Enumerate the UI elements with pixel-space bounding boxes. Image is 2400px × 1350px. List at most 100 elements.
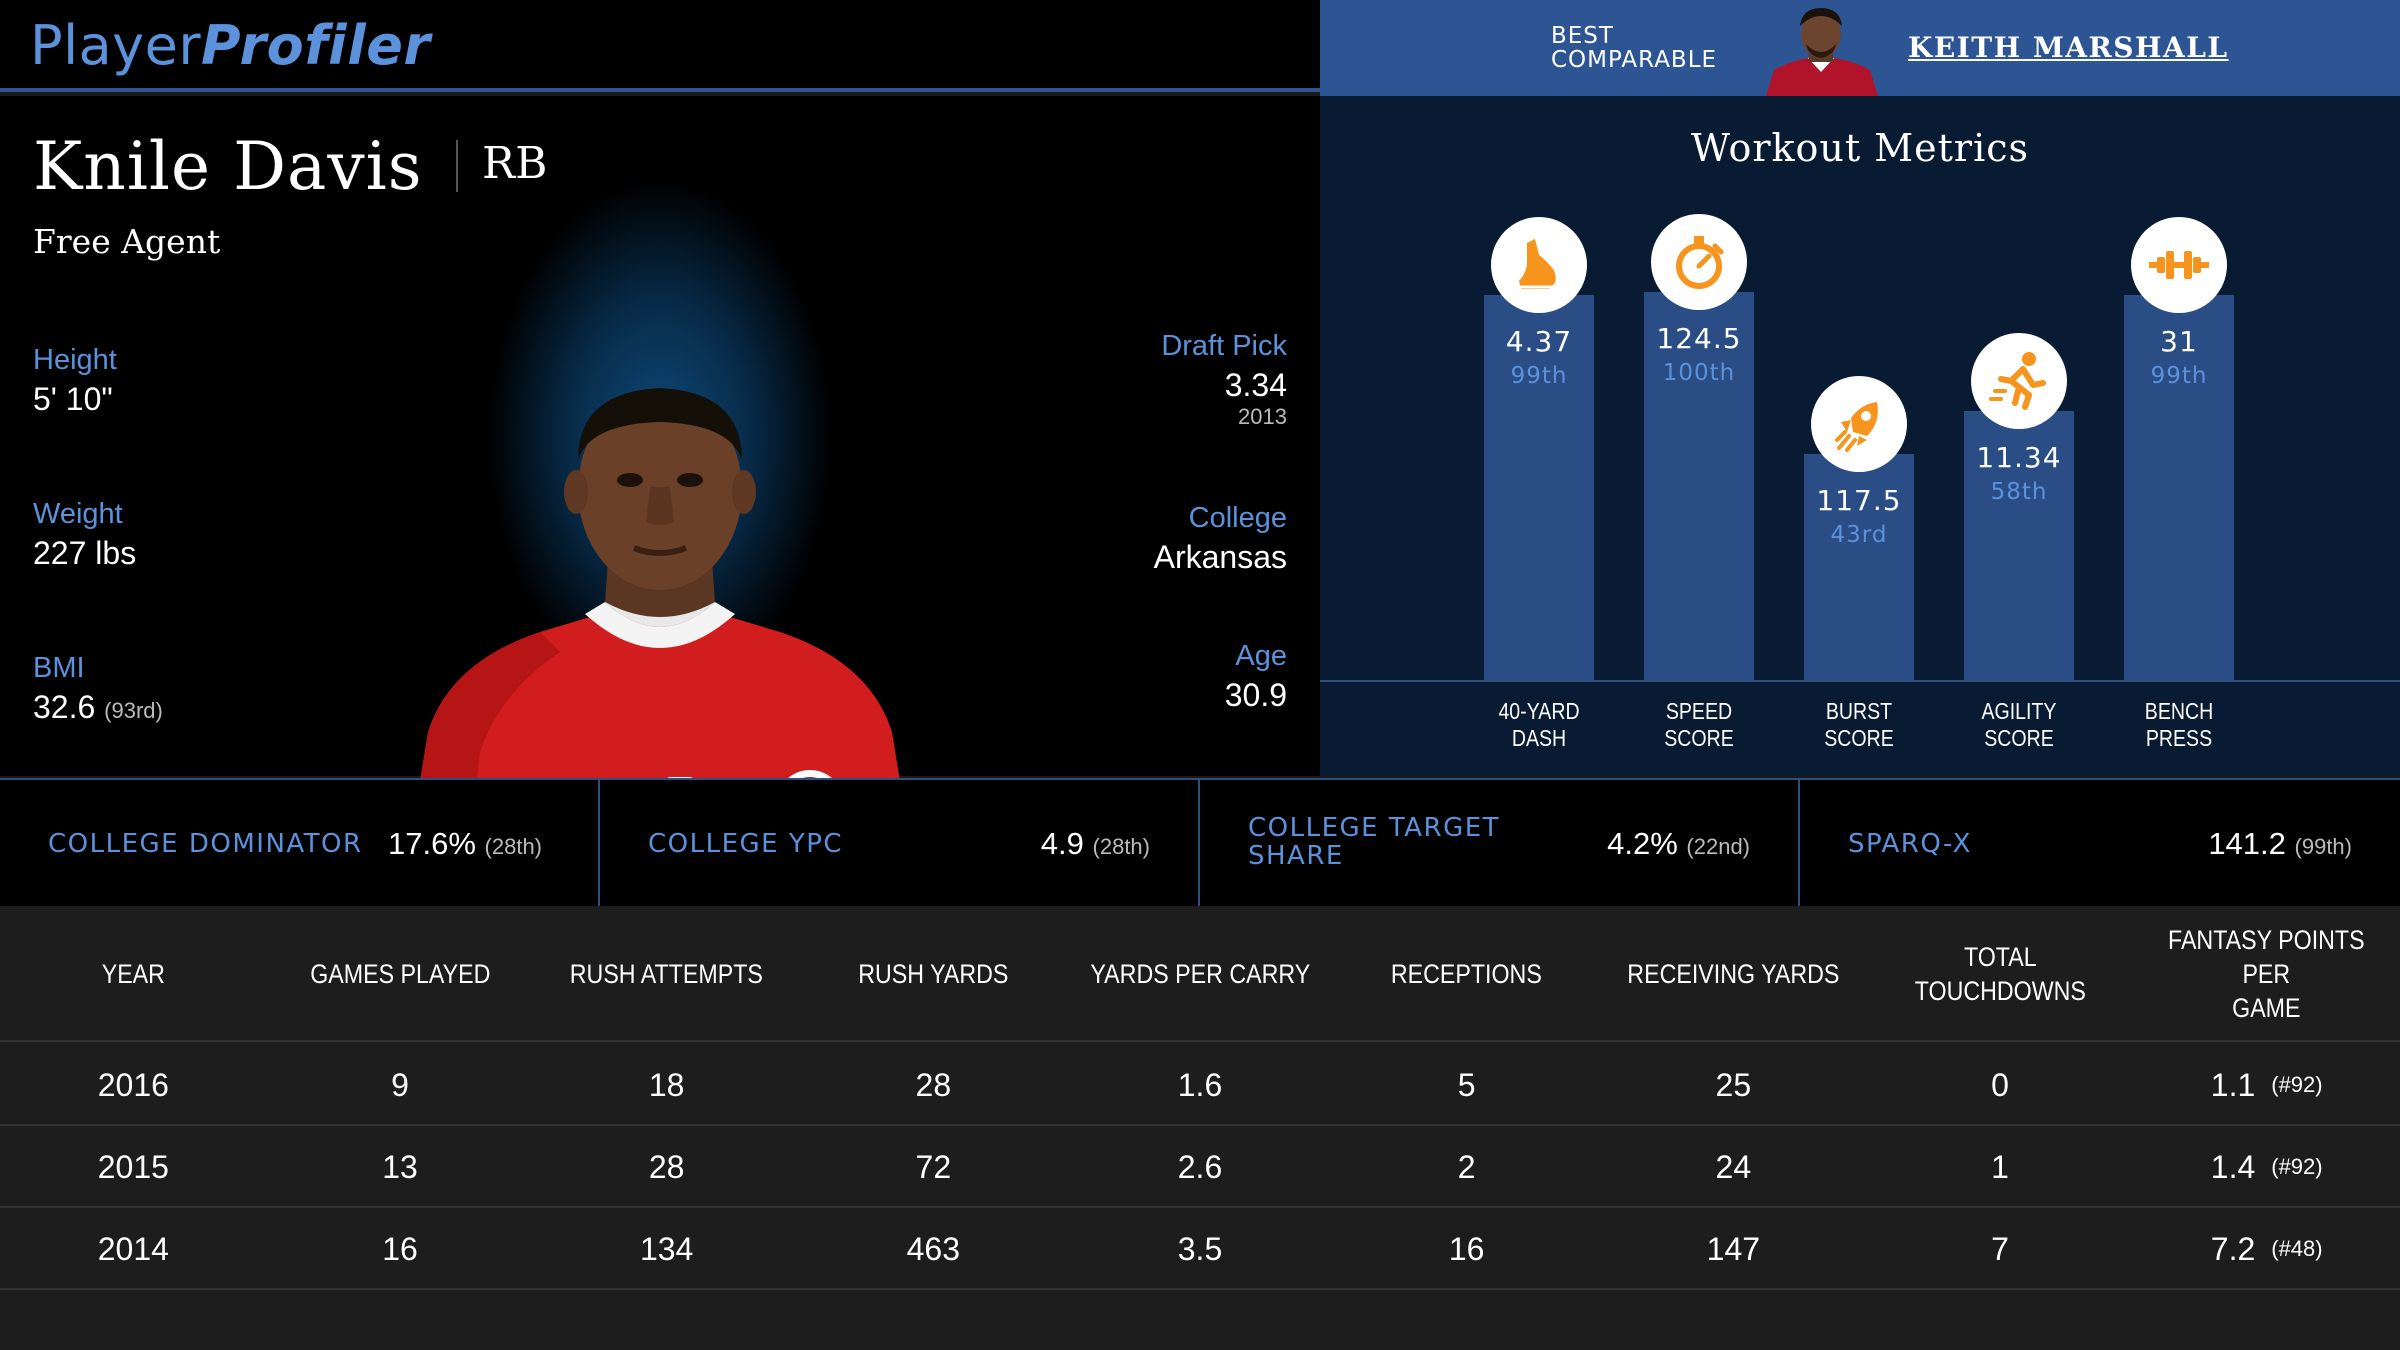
table-header-cell[interactable]: GAMES PLAYED xyxy=(285,906,514,1042)
age-value: 30.9 xyxy=(1224,677,1287,713)
best-comparable-label-line1: BEST xyxy=(1551,23,1614,49)
brand-logo-profiler: Profiler xyxy=(201,14,431,77)
table-cell: 24 xyxy=(1600,1126,1867,1208)
table-cell-value: 2014 xyxy=(97,1230,169,1267)
best-comparable-bar: BEST COMPARABLE KEITH MARSHALL xyxy=(1320,0,2400,96)
table-cell-value: 72 xyxy=(915,1148,952,1185)
table-header-cell[interactable]: RUSH YARDS xyxy=(819,906,1048,1042)
best-comparable-link[interactable]: KEITH MARSHALL xyxy=(1908,31,2229,64)
table-header-cell[interactable]: FANTASY POINTS PER GAME xyxy=(2152,906,2381,1042)
workout-label-line1: BENCH xyxy=(2144,698,2214,724)
table-cell: 1.6 xyxy=(1067,1044,1334,1126)
table-cell: 2.6 xyxy=(1067,1126,1334,1208)
table-cell: 2014 xyxy=(0,1208,267,1290)
brand-logo[interactable]: PlayerProfiler xyxy=(30,14,430,77)
table-cell: 25 xyxy=(1600,1044,1867,1126)
college-stat-label-line1: COLLEGE YPC xyxy=(648,829,844,859)
fantasy-rank: (#92) xyxy=(2271,1154,2323,1179)
fantasy-rank: (#92) xyxy=(2271,1072,2323,1097)
table-cell-value: 1 xyxy=(1991,1148,2009,1185)
college-stat-value-group: 4.2% (22nd) xyxy=(1607,826,1750,862)
college-stat-rank: (28th) xyxy=(484,834,543,859)
table-header-line1: YARDS PER CARRY xyxy=(1090,959,1310,989)
draft-pick-attribute: Draft Pick 3.34 2013 xyxy=(1161,330,1287,430)
college-stat-strip: COLLEGE DOMINATOR 17.6% (28th) COLLEGE YPC… xyxy=(0,778,2400,906)
stopwatch-icon xyxy=(1651,214,1747,310)
table-cell: 5 xyxy=(1333,1044,1600,1126)
table-header-cell[interactable]: YARDS PER CARRY xyxy=(1085,906,1314,1042)
workout-label: AGILITY SCORE xyxy=(1943,698,2096,752)
workout-percentile: 99th xyxy=(2150,363,2208,389)
table-header-row: YEAR GAMES PLAYED RUSH ATTEMPTS RUSH YARDS Y… xyxy=(0,906,2400,1042)
player-photo xyxy=(410,352,910,842)
college-stat-label-line2: SHARE xyxy=(1248,841,1344,871)
table-header-line1: RECEIVING YARDS xyxy=(1627,959,1840,989)
college-stat-value-group: 4.9 (28th) xyxy=(1041,826,1150,862)
table-cell-value: 0 xyxy=(1991,1066,2009,1103)
college-stat-value-group: 17.6% (28th) xyxy=(388,826,542,862)
weight-value: 227 lbs xyxy=(33,535,137,571)
draft-pick-label: Draft Pick xyxy=(1161,330,1287,362)
workout-value: 11.34 xyxy=(1976,441,2062,474)
table-header-cell[interactable]: TOTAL TOUCHDOWNS xyxy=(1885,906,2114,1042)
player-name: Knile Davis xyxy=(33,128,423,205)
table-header-cell[interactable]: RECEIVING YARDS xyxy=(1619,906,1848,1042)
workout-percentile: 100th xyxy=(1662,360,1736,386)
college-stat-rank: (28th) xyxy=(1092,834,1150,859)
runner-icon xyxy=(1971,333,2067,429)
table-header-cell[interactable]: RECEPTIONS xyxy=(1352,906,1581,1042)
brand-logo-player: Player xyxy=(30,14,202,77)
table-cell-value: 7 xyxy=(1991,1230,2009,1267)
college-stat-cell: COLLEGE TARGET SHARE 4.2% (22nd) xyxy=(1200,778,1800,906)
table-cell: 7 xyxy=(1867,1208,2134,1290)
table-header-line1: RECEPTIONS xyxy=(1391,959,1543,989)
table-cell-value: 5 xyxy=(1457,1066,1476,1103)
college-stat-label: COLLEGE YPC xyxy=(648,830,843,858)
comparable-player-photo xyxy=(1762,8,1880,96)
college-stat-value: 17.6% xyxy=(388,826,476,861)
table-cell: 147 xyxy=(1600,1208,1867,1290)
table-header-line1: TOTAL TOUCHDOWNS xyxy=(1914,942,2086,1006)
college-stat-value: 4.9 xyxy=(1040,826,1084,861)
workout-percentile: 99th xyxy=(1510,363,1568,389)
college-value: Arkansas xyxy=(1153,539,1287,575)
weight-label: Weight xyxy=(33,498,123,530)
workout-metrics-panel: Workout Metrics 4.37 99th 40-YARD DASH 124.5… xyxy=(1320,96,2400,776)
player-team: Free Agent xyxy=(33,222,221,261)
table-cell: 2016 xyxy=(0,1044,267,1126)
shoe-icon xyxy=(1491,217,1587,313)
table-row: 2015 13 28 72 2.6 2 24 1 1.4 (#92) xyxy=(0,1126,2400,1208)
table-cell-value: 18 xyxy=(648,1066,685,1103)
workout-label: BENCH PRESS xyxy=(2103,698,2256,752)
table-cell: 2 xyxy=(1333,1126,1600,1208)
workout-bar-1 xyxy=(1484,295,1594,680)
table-cell-value: 25 xyxy=(1715,1066,1752,1103)
workout-label: 40-YARD DASH xyxy=(1463,698,1616,752)
table-header-line1: GAMES PLAYED xyxy=(309,959,491,989)
college-attribute: College Arkansas xyxy=(1154,502,1287,576)
table-cell: 16 xyxy=(267,1208,534,1290)
college-stat-label-line1: SPARQ-X xyxy=(1848,829,1972,859)
table-header-cell[interactable]: RUSH ATTEMPTS xyxy=(552,906,781,1042)
college-label: College xyxy=(1188,502,1287,534)
weight-attribute: Weight 227 lbs xyxy=(33,498,136,572)
workout-label-line2: DASH xyxy=(1511,725,1567,751)
table-cell-value: 1.1 xyxy=(2210,1066,2256,1103)
table-cell: 9 xyxy=(267,1044,534,1126)
table-header-cell[interactable]: YEAR xyxy=(19,906,248,1042)
workout-bar-5 xyxy=(2124,295,2234,680)
table-cell-value: 16 xyxy=(382,1230,418,1267)
college-stat-cell: COLLEGE YPC 4.9 (28th) xyxy=(600,778,1200,906)
table-cell-value: 3.5 xyxy=(1177,1230,1223,1267)
table-cell-value: 463 xyxy=(906,1230,961,1267)
college-stat-value: 141.2 xyxy=(2208,826,2286,861)
workout-percentile: 58th xyxy=(1990,479,2048,505)
college-stat-label: COLLEGE DOMINATOR xyxy=(48,830,363,858)
college-stat-label-line1: COLLEGE TARGET xyxy=(1248,813,1501,843)
table-cell: 28 xyxy=(800,1044,1067,1126)
workout-percentile: 43rd xyxy=(1830,522,1888,548)
bmi-value: 32.6 xyxy=(33,689,96,725)
table-header-line1: RUSH YARDS xyxy=(858,959,1009,989)
workout-bar-2 xyxy=(1644,292,1754,680)
workout-label-line1: BURST xyxy=(1825,698,1893,724)
